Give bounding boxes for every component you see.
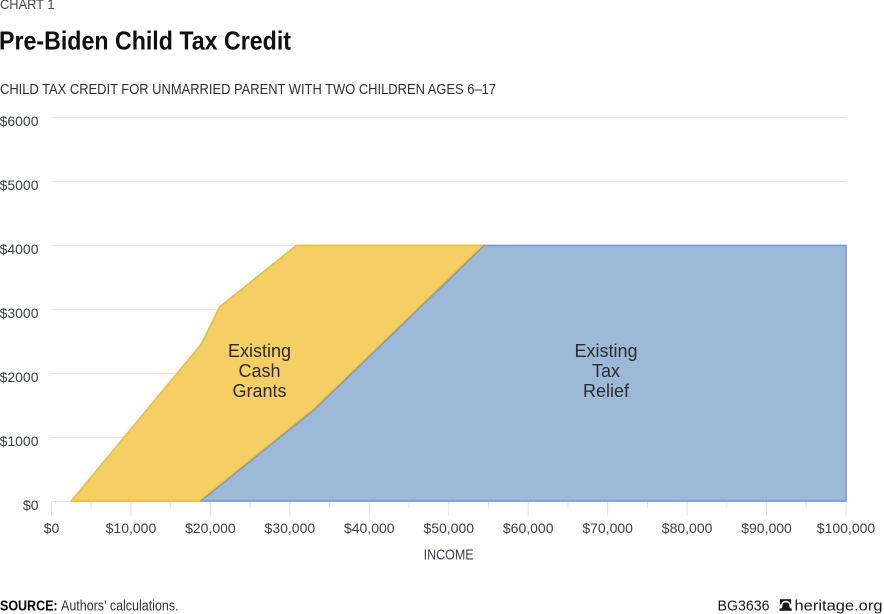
svg-text:$0: $0 — [44, 520, 60, 536]
svg-text:$60,000: $60,000 — [503, 520, 554, 536]
svg-text:BG3636: BG3636 — [718, 599, 770, 614]
svg-text:$100,000: $100,000 — [817, 520, 876, 536]
svg-text:$80,000: $80,000 — [662, 520, 713, 536]
svg-text:Pre-Biden Child Tax Credit: Pre-Biden Child Tax Credit — [0, 26, 291, 56]
svg-text:Grants: Grants — [232, 381, 286, 401]
svg-text:Tax: Tax — [592, 361, 620, 381]
svg-text:Relief: Relief — [583, 381, 630, 401]
svg-text:$10,000: $10,000 — [106, 520, 157, 536]
svg-text:$30,000: $30,000 — [265, 520, 316, 536]
svg-text:$40,000: $40,000 — [344, 520, 395, 536]
svg-text:CHILD TAX CREDIT FOR UNMARRIED: CHILD TAX CREDIT FOR UNMARRIED PARENT WI… — [0, 82, 496, 98]
svg-text:$20,000: $20,000 — [185, 520, 236, 536]
svg-text:$3000: $3000 — [0, 305, 39, 321]
svg-text:SOURCE:Authors’ calculations.: SOURCE: Authors’ calculations. — [0, 598, 179, 614]
svg-text:$2000: $2000 — [0, 369, 39, 385]
svg-text:$4000: $4000 — [0, 241, 39, 257]
svg-text:Cash: Cash — [238, 361, 280, 381]
svg-text:$90,000: $90,000 — [741, 520, 792, 536]
svg-text:heritage.org: heritage.org — [795, 599, 883, 614]
svg-text:$1000: $1000 — [0, 433, 39, 449]
svg-text:$50,000: $50,000 — [423, 520, 474, 536]
svg-text:CHART 1: CHART 1 — [0, 0, 55, 12]
svg-text:$6000: $6000 — [0, 113, 39, 129]
svg-text:INCOME: INCOME — [424, 548, 474, 564]
svg-text:Existing: Existing — [228, 341, 291, 361]
svg-text:$0: $0 — [23, 497, 39, 513]
svg-text:$70,000: $70,000 — [582, 520, 633, 536]
svg-text:$5000: $5000 — [0, 177, 39, 193]
svg-text:Existing: Existing — [574, 341, 637, 361]
